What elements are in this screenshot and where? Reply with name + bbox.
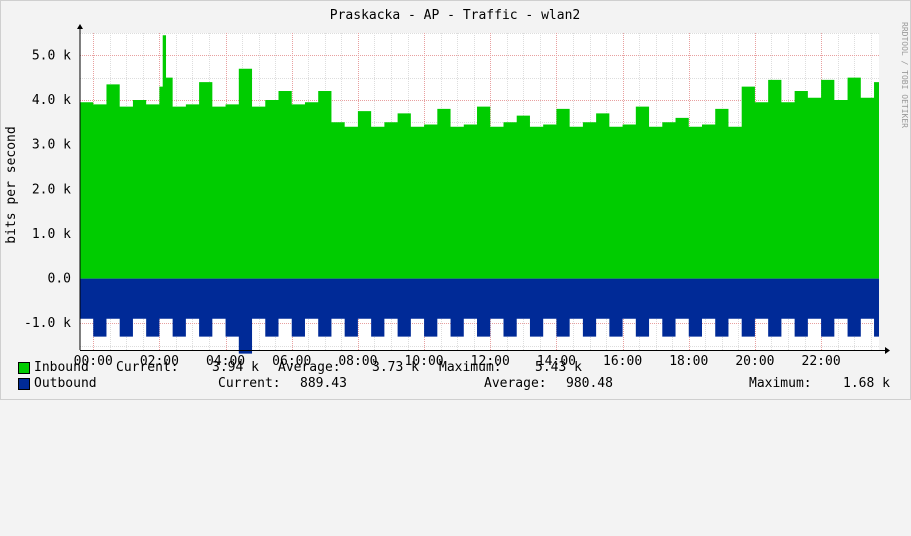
legend-outbound-current-label: Current: [218, 376, 281, 391]
legend-inbound-current-label: Current: [116, 360, 179, 375]
legend-inbound-name: Inbound [34, 360, 89, 375]
outbound-swatch [18, 378, 30, 390]
axes [77, 24, 890, 354]
legend-inbound-maximum-label: Maximum: [439, 360, 502, 375]
x-tick-label: 08:00 [338, 354, 377, 369]
chart-title: Praskacka - AP - Traffic - wlan2 [330, 8, 580, 23]
traffic-chart: Praskacka - AP - Traffic - wlan2 RRDTOOL… [0, 0, 911, 400]
rrdtool-watermark: RRDTOOL / TOBI OETIKER [900, 22, 909, 128]
inbound-area [80, 35, 879, 279]
y-tick-label: 1.0 k [32, 227, 71, 242]
y-tick-labels: 5.0 k 4.0 k 3.0 k 2.0 k 1.0 k 0.0 -1.0 k [24, 48, 71, 331]
legend-outbound-average-label: Average: [484, 376, 547, 391]
legend-outbound-name: Outbound [34, 376, 97, 391]
x-tick-label: 20:00 [735, 354, 774, 369]
x-tick-label: 02:00 [140, 354, 179, 369]
y-tick-label: 5.0 k [32, 48, 71, 63]
legend-inbound-current: 3.94 k [212, 360, 259, 375]
y-axis-arrow [77, 24, 83, 29]
legend-inbound-average: 3.73 k [372, 360, 419, 375]
outbound-area [80, 278, 879, 354]
legend-inbound-maximum: 5.43 k [535, 360, 582, 375]
legend-inbound: Inbound Current: 3.94 k Average: 3.73 k … [18, 360, 582, 376]
x-tick-labels: 00:00 02:00 04:00 06:00 08:00 10:00 12:00 14:00… [74, 354, 841, 369]
y-tick-label: 4.0 k [32, 93, 71, 108]
x-tick-label: 00:00 [74, 354, 113, 369]
y-tick-label: -1.0 k [24, 316, 71, 331]
legend-outbound-average: 980.48 [566, 376, 613, 391]
legend-outbound-maximum: 1.68 k [843, 376, 890, 391]
x-tick-label: 12:00 [471, 354, 510, 369]
x-axis-arrow [885, 347, 890, 354]
legend-outbound: Outbound Current: 889.43 Average: 980.48… [18, 376, 890, 392]
x-tick-label: 14:00 [537, 354, 576, 369]
y-tick-label: 0.0 [48, 272, 71, 287]
x-tick-label: 18:00 [669, 354, 708, 369]
legend-outbound-maximum-label: Maximum: [749, 376, 812, 391]
x-tick-label: 16:00 [603, 354, 642, 369]
legend-outbound-current: 889.43 [300, 376, 347, 391]
x-tick-label: 04:00 [206, 354, 245, 369]
x-tick-label: 06:00 [272, 354, 311, 369]
y-tick-label: 2.0 k [32, 182, 71, 197]
graph-image: Praskacka - AP - Traffic - wlan2 RRDTOOL… [0, 0, 911, 400]
x-tick-label: 10:00 [405, 354, 444, 369]
y-tick-label: 3.0 k [32, 138, 71, 153]
y-axis-label: bits per second [4, 126, 19, 243]
inbound-swatch [18, 362, 30, 374]
x-tick-label: 22:00 [802, 354, 841, 369]
legend-inbound-average-label: Average: [278, 360, 341, 375]
